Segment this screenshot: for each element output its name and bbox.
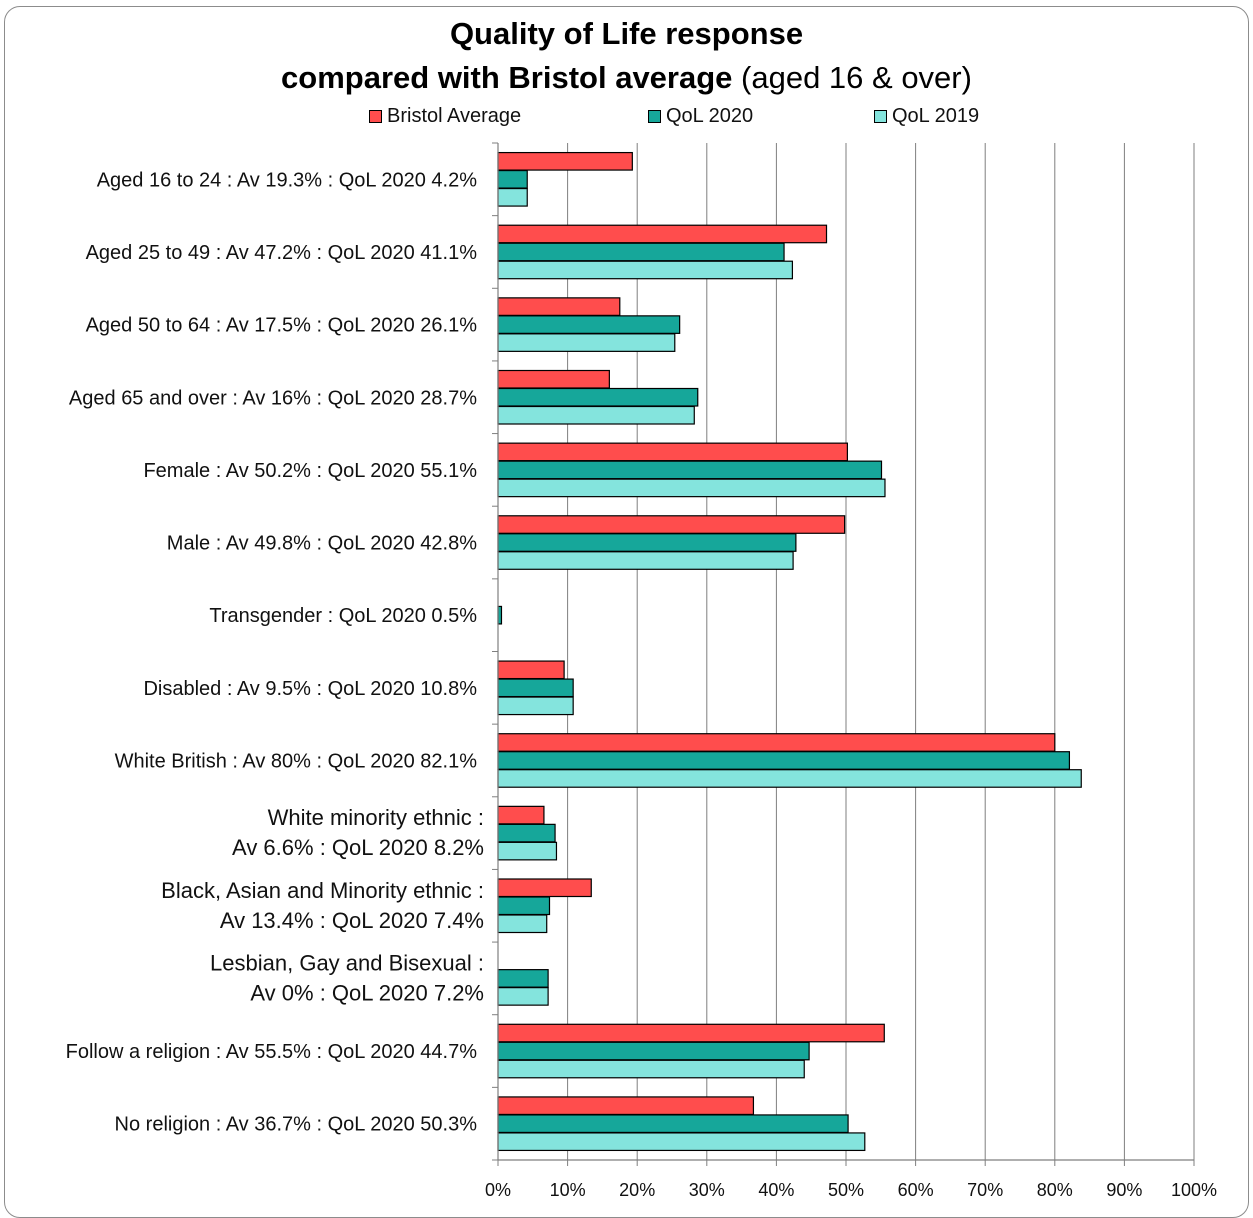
bar xyxy=(497,387,699,407)
chart-subtitle-bold: compared with Bristol average xyxy=(281,60,733,95)
category-label: Aged 50 to 64 : Av 17.5% : QoL 2020 26.1… xyxy=(86,315,478,337)
bar xyxy=(497,878,592,898)
x-tick-label: 80% xyxy=(1037,1180,1073,1200)
chart-subtitle: compared with Bristol average (aged 16 &… xyxy=(0,60,1253,96)
legend-swatch-bristol-average xyxy=(369,109,382,123)
bar xyxy=(497,333,676,352)
legend-item-qol-2019: QoL 2019 xyxy=(874,104,979,128)
bar xyxy=(497,841,558,861)
bar xyxy=(497,551,794,570)
legend-label-bristol-average: Bristol Average xyxy=(387,104,522,127)
bar xyxy=(497,1096,755,1116)
bar xyxy=(497,187,528,207)
x-tick-label: 100% xyxy=(1171,1180,1217,1200)
x-tick-label: 10% xyxy=(550,1180,586,1200)
bar xyxy=(497,297,621,316)
x-tick-label: 90% xyxy=(1106,1180,1142,1200)
legend-item-bristol-average: Bristol Average xyxy=(369,104,521,128)
bar xyxy=(497,896,551,916)
legend-label-qol-2019: QoL 2019 xyxy=(892,104,980,127)
legend-label-qol-2020: QoL 2020 xyxy=(666,104,754,127)
chart-frame xyxy=(4,6,1249,1218)
bar xyxy=(497,224,828,244)
bar xyxy=(497,242,785,262)
bar xyxy=(497,260,794,280)
bar xyxy=(497,1041,810,1061)
chart-title: Quality of Life response xyxy=(449,16,804,51)
category-label: Aged 25 to 49 : Av 47.2% : QoL 2020 41.1… xyxy=(86,242,478,264)
x-tick-label: 30% xyxy=(689,1180,725,1200)
legend-item-qol-2020: QoL 2020 xyxy=(648,104,753,128)
x-tick-label: 20% xyxy=(619,1180,655,1200)
bar xyxy=(497,405,695,425)
bar xyxy=(497,1023,885,1043)
bar xyxy=(497,315,681,334)
category-label: Female : Av 50.2% : QoL 2020 55.1% xyxy=(143,460,477,482)
bar xyxy=(497,515,846,534)
category-label: Male : Av 49.8% : QoL 2020 42.8% xyxy=(167,533,477,555)
category-label: White British : Av 80% : QoL 2020 82.1% xyxy=(115,750,478,772)
category-label: No religion : Av 36.7% : QoL 2020 50.3% xyxy=(115,1114,478,1136)
category-label: Disabled : Av 9.5% : QoL 2020 10.8% xyxy=(143,678,477,700)
category-label: Av 13.4% : QoL 2020 7.4% xyxy=(220,908,484,933)
legend-swatch-qol-2019 xyxy=(874,109,887,123)
category-label: Transgender : QoL 2020 0.5% xyxy=(209,605,477,627)
bar xyxy=(497,805,545,825)
x-tick-label: 60% xyxy=(898,1180,934,1200)
bar xyxy=(497,660,565,680)
bar xyxy=(497,914,548,934)
bar xyxy=(497,533,797,552)
bar xyxy=(497,1132,866,1152)
category-label: Aged 65 and over : Av 16% : QoL 2020 28.… xyxy=(69,387,477,409)
x-tick-label: 70% xyxy=(967,1180,1003,1200)
bar xyxy=(497,151,633,171)
category-label: Av 6.6% : QoL 2020 8.2% xyxy=(232,835,484,860)
category-label: Av 0% : QoL 2020 7.2% xyxy=(250,980,484,1005)
bar xyxy=(497,478,886,498)
bar xyxy=(497,969,549,988)
x-tick-label: 50% xyxy=(828,1180,864,1200)
bar xyxy=(497,678,574,698)
bar xyxy=(497,1059,805,1079)
bar xyxy=(497,696,574,716)
category-label: White minority ethnic : xyxy=(268,805,484,830)
bar xyxy=(497,733,1056,752)
bar xyxy=(497,169,528,189)
x-tick-label: 0% xyxy=(485,1180,511,1200)
chart-subtitle-rest: (aged 16 & over) xyxy=(732,60,972,95)
category-label: Aged 16 to 24 : Av 19.3% : QoL 2020 4.2% xyxy=(97,169,478,191)
bar xyxy=(497,442,848,462)
bar xyxy=(497,987,549,1006)
bar xyxy=(497,823,556,843)
x-tick-label: 40% xyxy=(758,1180,794,1200)
category-label: Follow a religion : Av 55.5% : QoL 2020 … xyxy=(66,1041,478,1063)
bar xyxy=(497,751,1071,770)
bar xyxy=(497,460,883,480)
category-label: Black, Asian and Minority ethnic : xyxy=(161,878,484,903)
category-label: Lesbian, Gay and Bisexual : xyxy=(210,950,484,975)
bar xyxy=(497,369,610,389)
bar xyxy=(497,1114,849,1134)
bar xyxy=(497,769,1082,788)
legend-swatch-qol-2020 xyxy=(648,109,661,123)
